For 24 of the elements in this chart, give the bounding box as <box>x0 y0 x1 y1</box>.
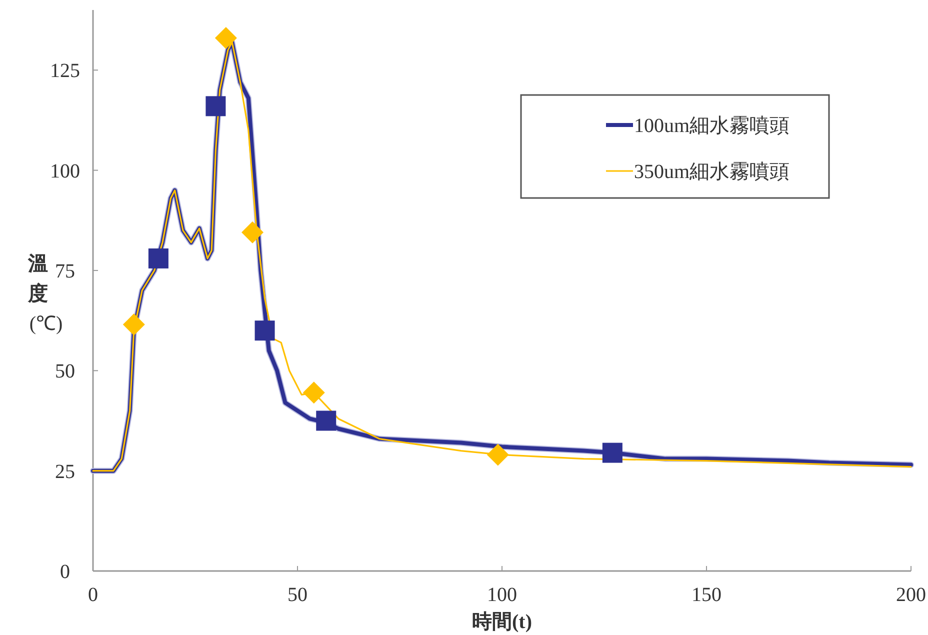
x-tick-label: 150 <box>692 584 722 606</box>
y-tick-label: 100 <box>50 160 80 182</box>
y-tick-label: 125 <box>50 60 80 82</box>
point <box>486 444 509 466</box>
y-tick-label: 50 <box>55 360 75 383</box>
legend-label: 350um細水霧噴頭 <box>634 161 790 183</box>
point <box>302 382 325 404</box>
point <box>254 320 275 341</box>
point <box>602 442 622 463</box>
point <box>206 96 226 116</box>
point <box>122 314 145 336</box>
y-tick-label: 75 <box>55 260 75 282</box>
y-tick-label: 0 <box>60 561 70 583</box>
y-tick-label: 25 <box>55 460 75 483</box>
point <box>148 248 168 268</box>
x-tick-label: 50 <box>288 584 308 606</box>
x-tick-label: 200 <box>896 584 926 606</box>
point <box>316 410 336 431</box>
point <box>214 27 237 50</box>
legend-label: 100um細水霧噴頭 <box>634 115 790 137</box>
x-axis-title: 時間(t) <box>472 611 532 633</box>
x-tick-label: 0 <box>88 584 98 606</box>
x-tick-label: 100 <box>487 584 517 606</box>
point <box>242 221 264 244</box>
